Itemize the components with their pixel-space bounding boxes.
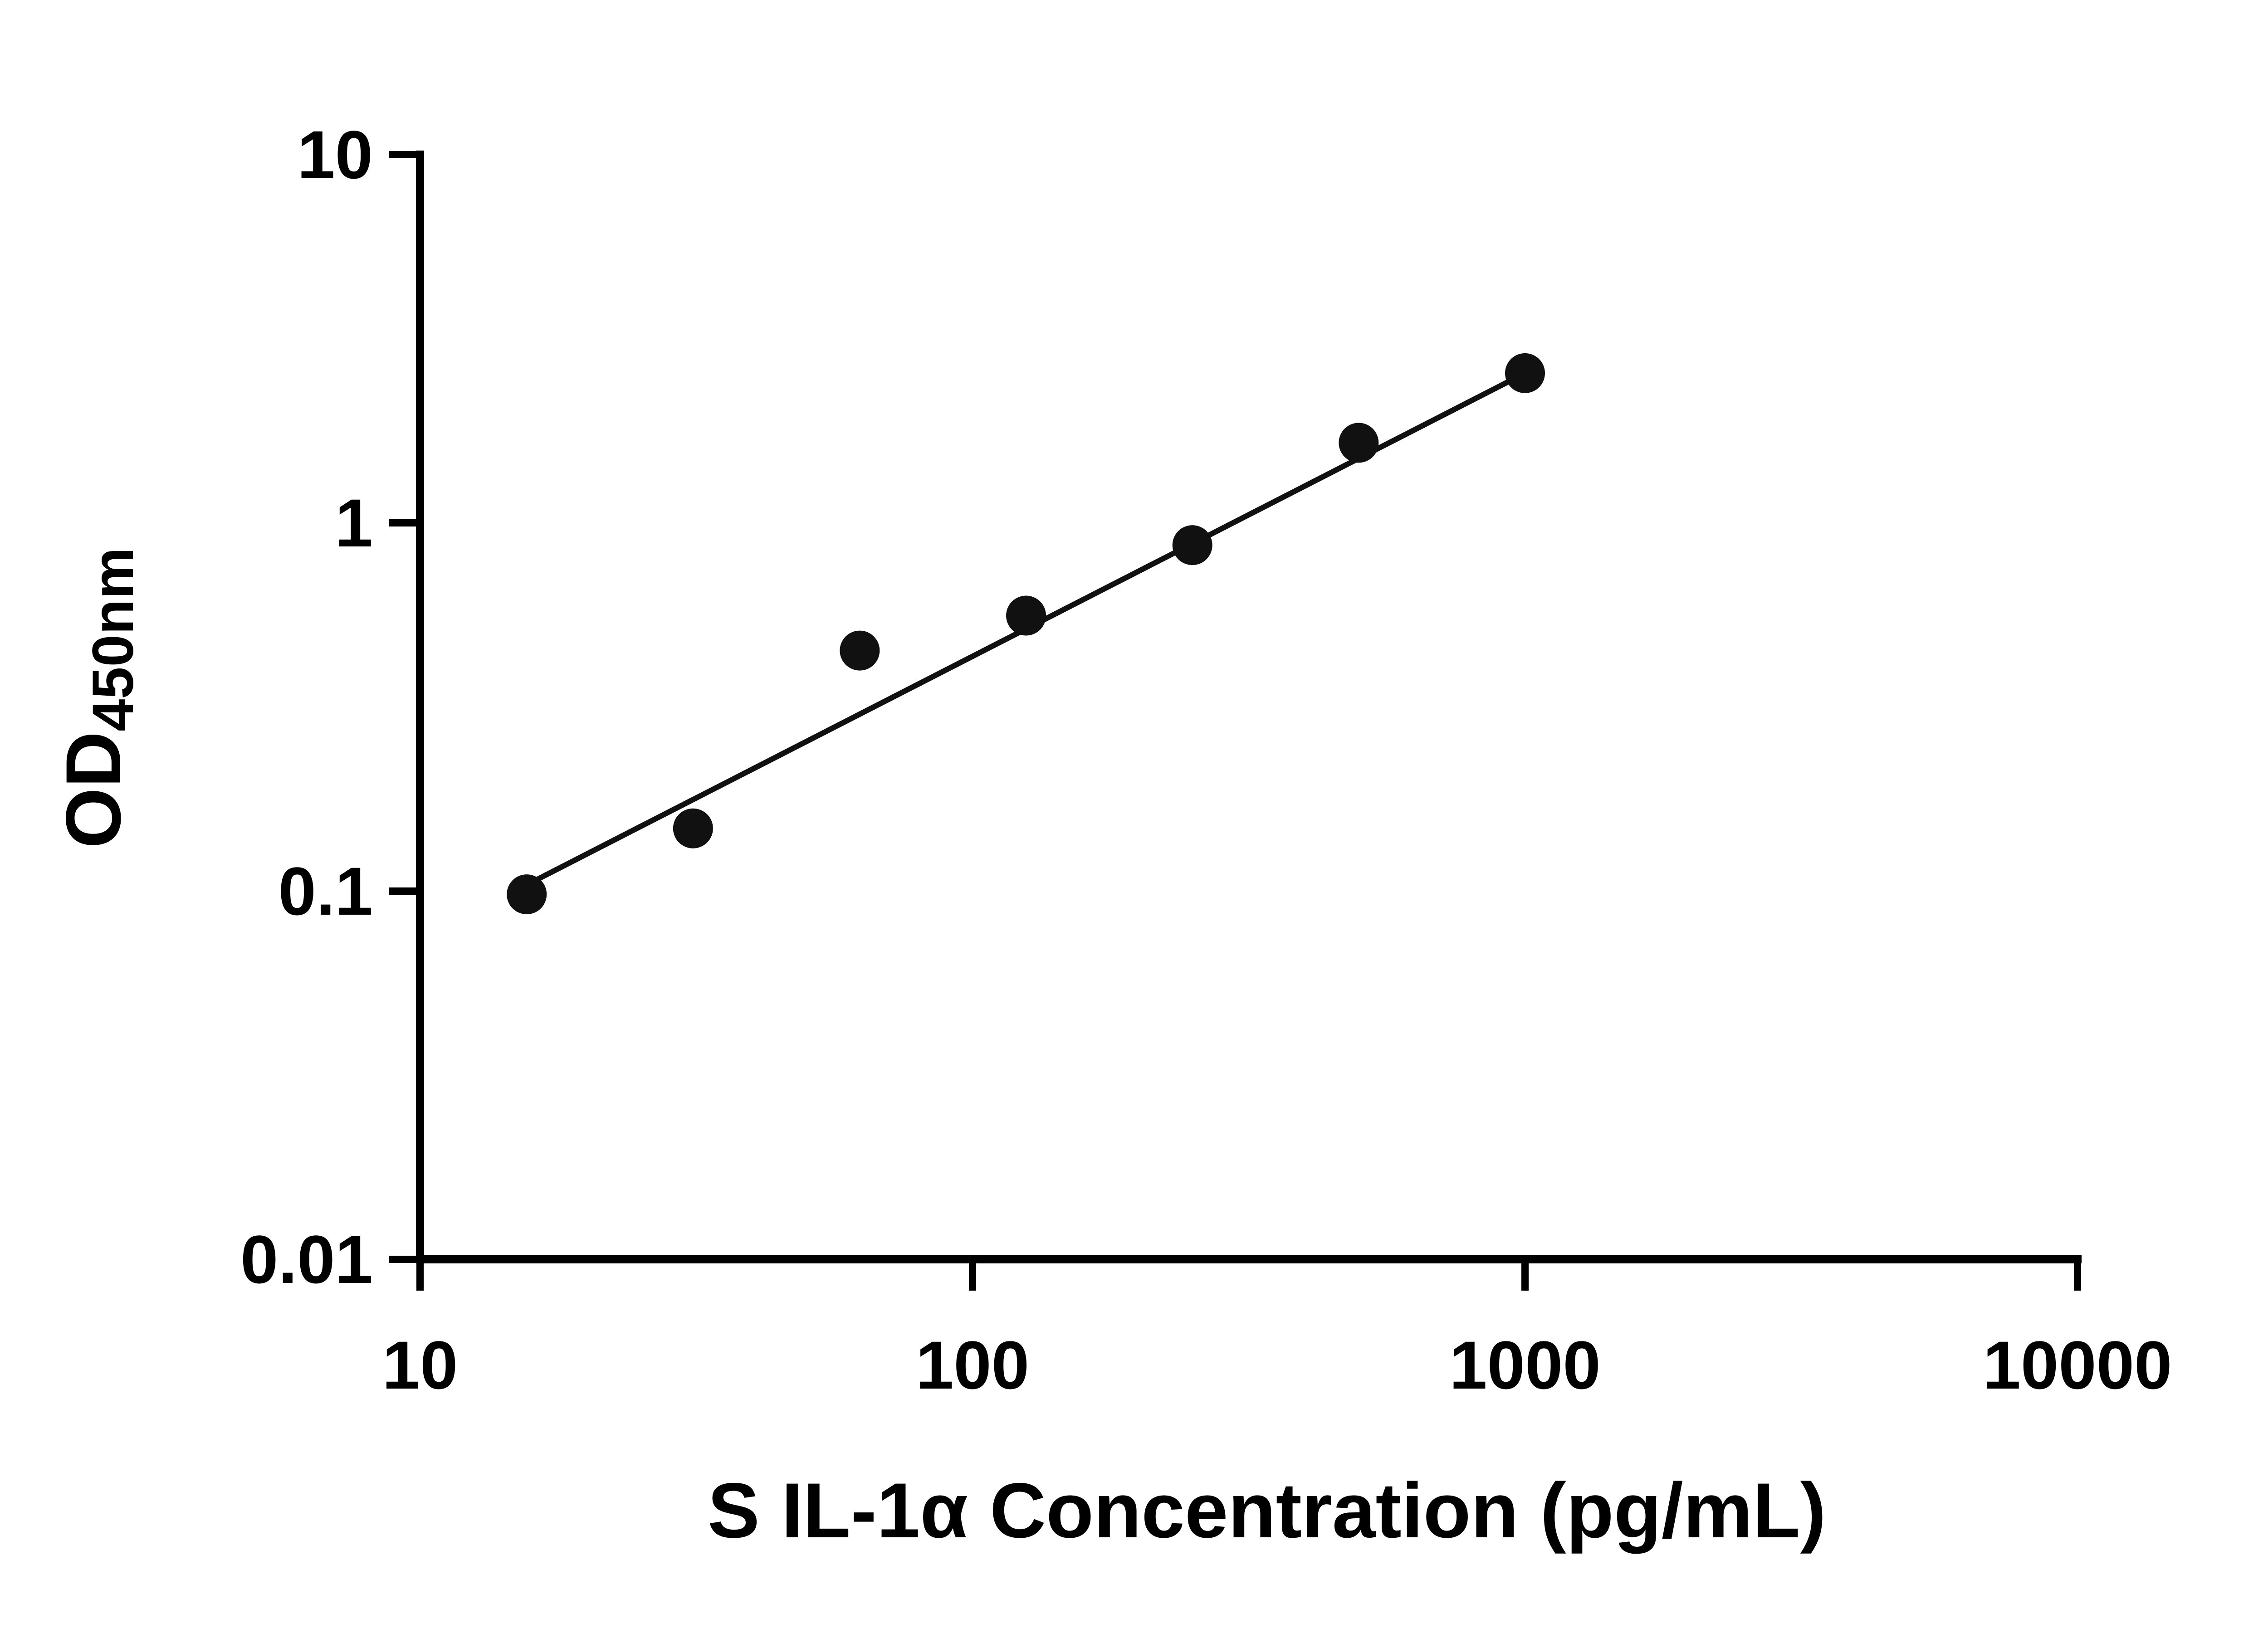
y-axis-title: OD450nm <box>50 547 146 848</box>
y-tick-label: 10 <box>297 117 373 193</box>
data-point <box>1505 353 1545 393</box>
x-axis-title: S IL-1α Concentration (pg/mL) <box>708 1467 1826 1554</box>
data-point <box>1172 525 1212 565</box>
y-tick-label: 0.01 <box>240 1221 373 1297</box>
data-point <box>507 874 547 915</box>
x-tick-label: 10000 <box>1983 1327 2172 1403</box>
data-point <box>840 630 880 671</box>
x-tick-label: 100 <box>916 1327 1029 1403</box>
y-axis-title-subscript: 450nm <box>81 547 146 731</box>
data-point <box>1339 423 1379 463</box>
x-tick-label: 10 <box>382 1327 458 1403</box>
data-point <box>1006 595 1046 636</box>
data-point <box>673 808 713 848</box>
y-axis-title-main: OD <box>50 731 137 848</box>
y-tick-label: 1 <box>335 485 373 561</box>
y-tick-label: 0.1 <box>278 853 373 929</box>
x-tick-label: 1000 <box>1449 1327 1601 1403</box>
